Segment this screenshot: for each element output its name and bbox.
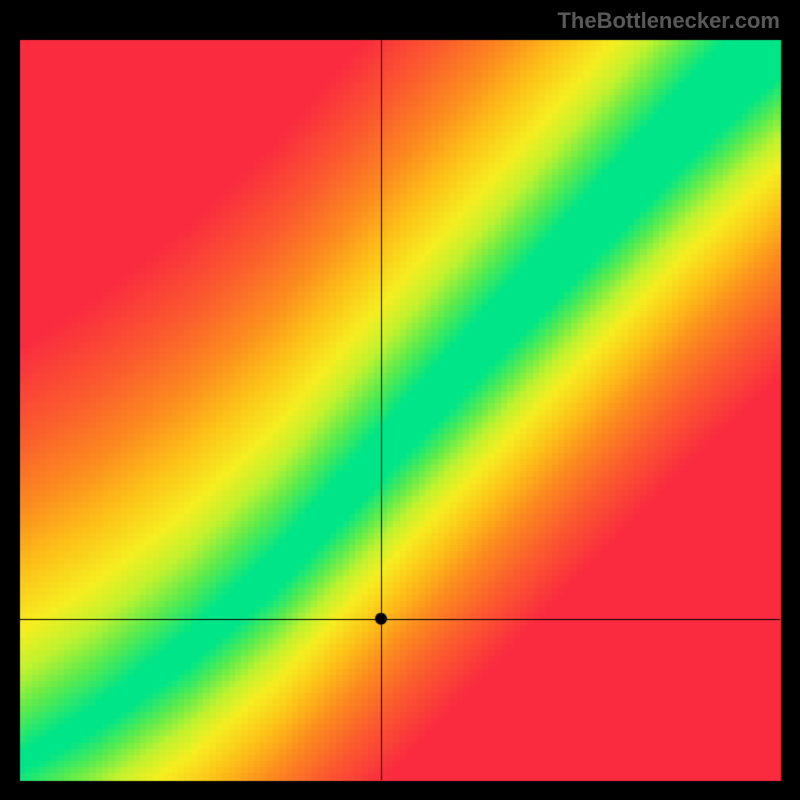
bottleneck-heatmap	[0, 0, 800, 800]
watermark-text: TheBottlenecker.com	[557, 8, 780, 34]
chart-container: { "canvas": { "width": 800, "height": 80…	[0, 0, 800, 800]
